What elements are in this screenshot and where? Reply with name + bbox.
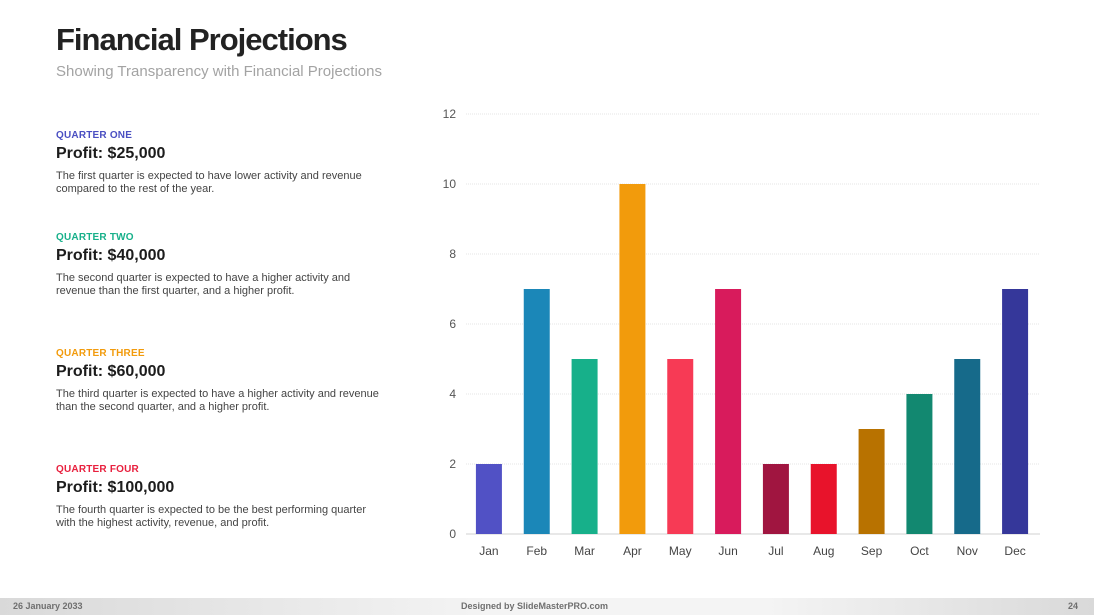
x-tick-label: Jul xyxy=(768,544,783,558)
quarter-three-label: QUARTER THREE xyxy=(56,348,145,359)
y-tick-label: 4 xyxy=(449,387,456,401)
x-tick-label: Aug xyxy=(813,544,834,558)
quarter-four-block: QUARTER FOUR Profit: $100,000 The fourth… xyxy=(56,464,386,530)
bar-jun xyxy=(715,289,742,534)
x-tick-label: May xyxy=(669,544,692,558)
quarter-one-profit: Profit: $25,000 xyxy=(56,145,166,162)
quarter-three-profit: Profit: $60,000 xyxy=(56,363,166,380)
bar-mar xyxy=(571,359,598,534)
x-tick-label: Oct xyxy=(910,544,929,558)
monthly-bar-chart: 0 2 4 6 8 10 12 Jan Feb Mar Apr May Jun Jul Aug Sep Oct N… xyxy=(443,107,1040,558)
footer-date: 26 January 2033 xyxy=(13,601,83,611)
x-tick-label: Feb xyxy=(526,544,547,558)
y-tick-label: 0 xyxy=(449,527,456,541)
bar-may xyxy=(667,359,694,534)
bar-dec xyxy=(1002,289,1029,534)
quarter-two-block: QUARTER TWO Profit: $40,000 The second q… xyxy=(56,232,386,298)
quarter-one-description: The first quarter is expected to have lo… xyxy=(56,170,362,195)
y-tick-label: 12 xyxy=(443,107,457,121)
bar-jan xyxy=(475,464,502,534)
quarter-two-label: QUARTER TWO xyxy=(56,232,134,243)
y-tick-label: 2 xyxy=(449,457,456,471)
y-tick-label: 8 xyxy=(449,247,456,261)
quarter-four-label: QUARTER FOUR xyxy=(56,464,139,475)
y-tick-label: 6 xyxy=(449,317,456,331)
footer-credit: Designed by SlideMasterPRO.com xyxy=(461,601,609,611)
page-number: 24 xyxy=(1067,601,1078,611)
bar-apr xyxy=(619,184,646,534)
bar-nov xyxy=(954,359,981,534)
quarter-one-block: QUARTER ONE Profit: $25,000 The first qu… xyxy=(56,130,386,196)
bar-jul xyxy=(762,464,789,534)
quarter-one-label: QUARTER ONE xyxy=(56,130,133,141)
x-tick-label: Apr xyxy=(623,544,642,558)
bar-feb xyxy=(523,289,550,534)
slide-subtitle: Showing Transparency with Financial Proj… xyxy=(56,63,382,80)
quarter-three-block: QUARTER THREE Profit: $60,000 The third … xyxy=(56,348,386,414)
footer-bar: 26 January 2033 Designed by SlideMasterP… xyxy=(0,598,1094,615)
x-tick-label: Jun xyxy=(718,544,737,558)
x-tick-label: Sep xyxy=(861,544,883,558)
quarter-two-profit: Profit: $40,000 xyxy=(56,247,166,264)
y-tick-label: 10 xyxy=(443,177,457,191)
x-tick-label: Mar xyxy=(574,544,595,558)
quarter-four-description: The fourth quarter is expected to be the… xyxy=(56,504,367,529)
bar-aug xyxy=(810,464,837,534)
bar-sep xyxy=(858,429,885,534)
quarter-two-description: The second quarter is expected to have a… xyxy=(56,272,351,297)
bar-oct xyxy=(906,394,933,534)
x-tick-label: Nov xyxy=(957,544,978,558)
quarter-four-profit: Profit: $100,000 xyxy=(56,479,175,496)
quarter-three-description: The third quarter is expected to have a … xyxy=(56,388,379,413)
slide-title: Financial Projections xyxy=(56,22,348,57)
x-tick-label: Dec xyxy=(1004,544,1025,558)
x-tick-label: Jan xyxy=(479,544,498,558)
